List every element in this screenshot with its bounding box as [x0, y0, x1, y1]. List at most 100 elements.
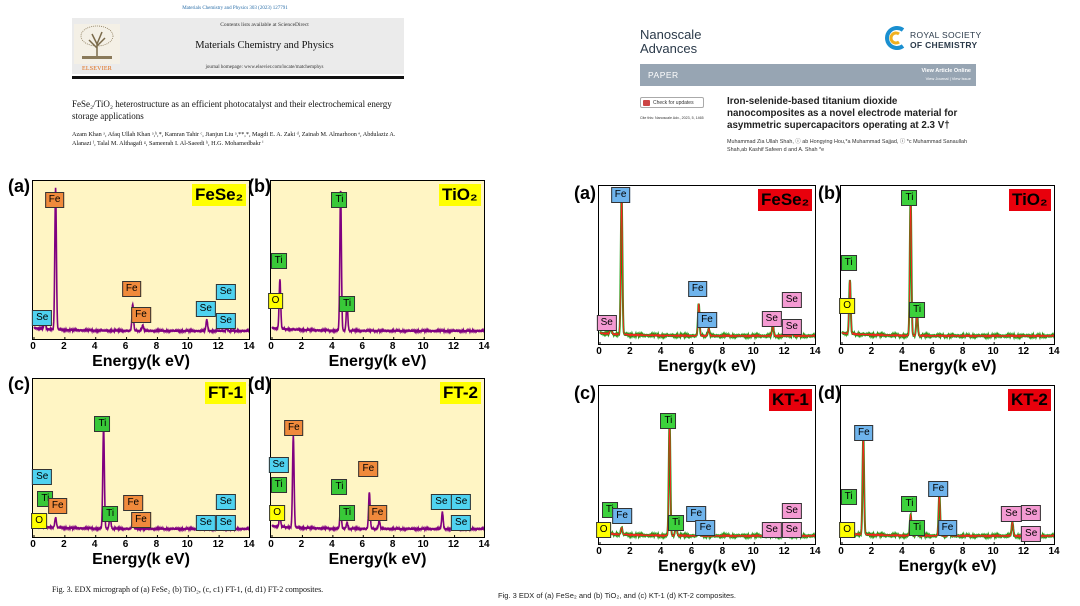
- peak-label-fe: Fe: [687, 280, 708, 297]
- peak-label-o: O: [839, 297, 855, 314]
- peak-label-fe: Fe: [121, 281, 142, 298]
- panel-letter: (a): [574, 183, 596, 203]
- peak-label-se: Se: [195, 301, 216, 318]
- peak-label-ti: Ti: [331, 479, 348, 496]
- peak-label-se: Se: [215, 312, 236, 329]
- x-axis-label: Energy(k eV): [92, 353, 190, 370]
- x-tick-label: 10: [417, 341, 429, 352]
- peak-label-fe: Fe: [44, 191, 65, 208]
- peak-label-fe: Fe: [123, 495, 144, 512]
- x-tick-label: 6: [122, 539, 129, 550]
- x-tick-label: 14: [478, 539, 490, 550]
- peak-label-se: Se: [781, 319, 802, 336]
- panel-letter: (c): [8, 374, 30, 394]
- x-tick-label: 0: [268, 341, 274, 352]
- sample-name-tag: FT-1: [205, 382, 246, 404]
- x-tick-label: 6: [688, 546, 695, 557]
- left-article-title: FeSe₂/TiO₂ heterostructure as an efficie…: [72, 99, 392, 121]
- x-tick-label: 2: [627, 546, 633, 557]
- peak-label-o: O: [31, 513, 48, 530]
- peak-label-se: Se: [32, 469, 53, 486]
- x-tick-label: 2: [868, 546, 875, 557]
- peak-label-fe: Fe: [367, 504, 388, 521]
- sample-name-tag: KT-2: [1008, 389, 1051, 411]
- sample-name-tag: TiO₂: [439, 184, 481, 206]
- x-tick-label: 6: [929, 546, 936, 557]
- x-tick-label: 2: [298, 341, 305, 352]
- x-tick-label: 2: [298, 539, 305, 550]
- peak-label-se: Se: [32, 309, 53, 326]
- x-axis-label: Energy(k eV): [328, 353, 427, 370]
- x-tick-label: 6: [359, 539, 366, 550]
- peak-label-se: Se: [431, 493, 452, 510]
- peak-label-o: O: [269, 504, 285, 521]
- view-article-online-link[interactable]: View Article Online: [921, 68, 971, 74]
- peak-label-se: Se: [451, 493, 472, 510]
- peak-label-se: Se: [1021, 526, 1042, 543]
- panel-letter: (b): [248, 176, 271, 196]
- x-axis-label: Energy(k eV): [658, 358, 756, 375]
- x-tick-label: 8: [719, 346, 726, 357]
- plot-area-right-1: [840, 185, 1055, 345]
- left-article-authors: Azam Khan ᵃ, Afaq Ullah Khan ᵃ,ᵇ,*, Kamr…: [72, 131, 396, 147]
- rsc-logo-icon: [885, 26, 905, 50]
- left-journal-homepage: journal homepage: www.elsevier.com/locat…: [205, 65, 324, 70]
- left-header-box: [72, 18, 404, 74]
- peak-label-fe: Fe: [612, 507, 632, 524]
- panel-letter: (b): [818, 183, 841, 203]
- x-tick-label: 8: [959, 346, 966, 357]
- x-tick-label: 4: [657, 546, 664, 557]
- left-figure-caption: Fig. 3. EDX micrograph of (a) FeSe₂ (b) …: [52, 585, 324, 594]
- left-contents-line: Contents lists available at ScienceDirec…: [220, 22, 309, 28]
- peak-label-o: O: [839, 521, 855, 538]
- right-citation-line: Cite this: Nanoscale Adv., 2023, 5, 1465: [640, 116, 704, 120]
- peak-label-se: Se: [268, 456, 289, 473]
- peak-label-fe: Fe: [358, 460, 379, 477]
- elsevier-wordmark: ELSEVIER: [82, 66, 112, 72]
- x-tick-label: 14: [243, 341, 255, 352]
- panel-letter: (d): [818, 383, 841, 403]
- peak-label-ti: Ti: [901, 189, 918, 206]
- view-journal-link[interactable]: View Journal | View Issue: [925, 76, 971, 81]
- peak-label-fe: Fe: [610, 187, 631, 203]
- x-tick-label: 0: [30, 341, 36, 352]
- x-tick-label: 4: [91, 341, 98, 352]
- right-journal-name-line1: Nanoscale: [640, 27, 702, 42]
- spectrum-svg: [33, 187, 249, 339]
- x-tick-label: 4: [899, 546, 905, 557]
- right-section-label: PAPER: [648, 70, 679, 80]
- peak-label-ti: Ti: [102, 506, 119, 523]
- peak-label-ti: Ti: [339, 504, 356, 521]
- right-article-authors: Muhammad Zia Ullah Shah, ⓘ ab Hongying H…: [727, 139, 968, 153]
- left-journal-reference: Materials Chemistry and Physics 303 (202…: [182, 6, 288, 11]
- x-tick-label: 10: [987, 546, 999, 557]
- x-tick-label: 12: [778, 546, 790, 557]
- x-tick-label: 4: [657, 346, 664, 357]
- peak-label-se: Se: [781, 521, 802, 538]
- x-tick-label: 14: [1048, 346, 1060, 357]
- peak-label-ti: Ti: [339, 295, 356, 312]
- peak-label-fe: Fe: [928, 480, 949, 497]
- left-header-rule: [72, 76, 404, 79]
- x-tick-label: 0: [838, 346, 844, 357]
- peak-label-se: Se: [215, 514, 236, 531]
- x-tick-label: 2: [61, 539, 67, 550]
- plot-area-left-2: [32, 378, 250, 538]
- x-tick-label: 10: [181, 341, 193, 352]
- x-tick-label: 0: [30, 539, 36, 550]
- panel-letter: (c): [574, 383, 596, 403]
- x-tick-label: 2: [61, 341, 67, 352]
- x-axis-label: Energy(k eV): [898, 558, 997, 575]
- x-tick-label: 0: [838, 546, 844, 557]
- x-tick-label: 14: [1048, 546, 1060, 557]
- peak-label-ti: Ti: [901, 496, 918, 513]
- sample-name-tag: TiO₂: [1009, 189, 1051, 211]
- x-tick-label: 8: [153, 341, 160, 352]
- plot-area-right-2: [598, 385, 816, 545]
- peak-label-se: Se: [1001, 506, 1022, 523]
- peak-label-fe: Fe: [697, 311, 717, 328]
- x-axis-label: Energy(k eV): [92, 551, 190, 568]
- peak-label-fe: Fe: [131, 306, 151, 323]
- check-for-updates-button[interactable]: Check for updates: [640, 97, 704, 108]
- x-tick-label: 8: [153, 539, 160, 550]
